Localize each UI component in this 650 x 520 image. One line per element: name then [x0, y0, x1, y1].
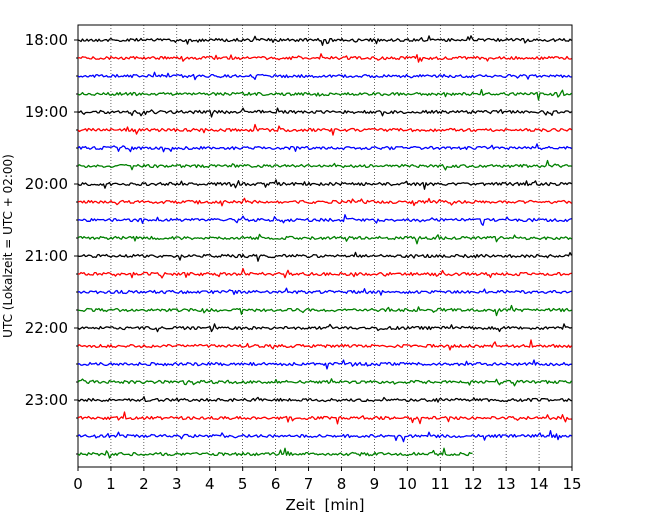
- x-tick-label: 2: [139, 475, 149, 493]
- trace-1800: [77, 35, 572, 46]
- x-tick-label: 4: [205, 475, 215, 493]
- trace-2200: [77, 323, 572, 333]
- trace-2330: [77, 430, 572, 443]
- y-tick-label: 18:00: [25, 31, 68, 49]
- trace-1845: [77, 88, 572, 101]
- trace-1930: [77, 143, 572, 153]
- y-axis-label: UTC (Lokalzeit = UTC + 02:00): [1, 154, 15, 338]
- trace-2115: [78, 267, 572, 279]
- trace-1945: [77, 159, 572, 171]
- seismogram-traces: [77, 35, 573, 459]
- x-tick-label: 13: [497, 475, 516, 493]
- x-tick-label: 6: [271, 475, 281, 493]
- y-tick-label: 19:00: [25, 103, 68, 121]
- trace-2100: [77, 251, 573, 262]
- trace-2315: [77, 411, 572, 425]
- trace-1915: [77, 123, 572, 136]
- x-tick-label: 7: [304, 475, 314, 493]
- plot-frame: [77, 24, 573, 468]
- trace-2045: [77, 233, 572, 245]
- y-tick-label: 21:00: [25, 247, 68, 265]
- trace-2000: [77, 179, 572, 190]
- trace-2130: [77, 287, 572, 296]
- y-tick-label: 22:00: [25, 319, 68, 337]
- y-axis-ticks: 18:00 19:00 20:00 21:00 22:00 23:00: [25, 31, 78, 455]
- x-tick-label: 8: [337, 475, 347, 493]
- x-axis-label: Zeit [min]: [285, 496, 364, 514]
- x-tick-label: 15: [562, 475, 581, 493]
- trace-1900: [77, 107, 572, 118]
- x-tick-label: 5: [238, 475, 248, 493]
- y-tick-label: 20:00: [25, 175, 68, 193]
- x-tick-label: 10: [398, 475, 417, 493]
- x-tick-label: 0: [73, 475, 83, 493]
- trace-2345: [77, 447, 473, 459]
- x-tick-label: 9: [370, 475, 380, 493]
- trace-2015: [77, 197, 572, 207]
- trace-2230: [77, 359, 572, 370]
- trace-2300: [77, 396, 572, 403]
- trace-1815: [77, 53, 572, 63]
- y-tick-label: 23:00: [25, 391, 68, 409]
- trace-1830: [77, 71, 572, 81]
- trace-2215: [77, 339, 572, 351]
- x-axis-ticks: 0 1 2 3 4 5 6 7 8 9 10 11 12 13 14 15: [73, 467, 582, 493]
- trace-2145: [77, 304, 572, 317]
- x-tick-label: 11: [431, 475, 450, 493]
- x-tick-label: 14: [530, 475, 549, 493]
- trace-2245: [77, 378, 573, 387]
- x-tick-label: 3: [172, 475, 182, 493]
- trace-2030: [77, 214, 572, 226]
- x-tick-label: 12: [464, 475, 483, 493]
- x-tick-label: 1: [106, 475, 116, 493]
